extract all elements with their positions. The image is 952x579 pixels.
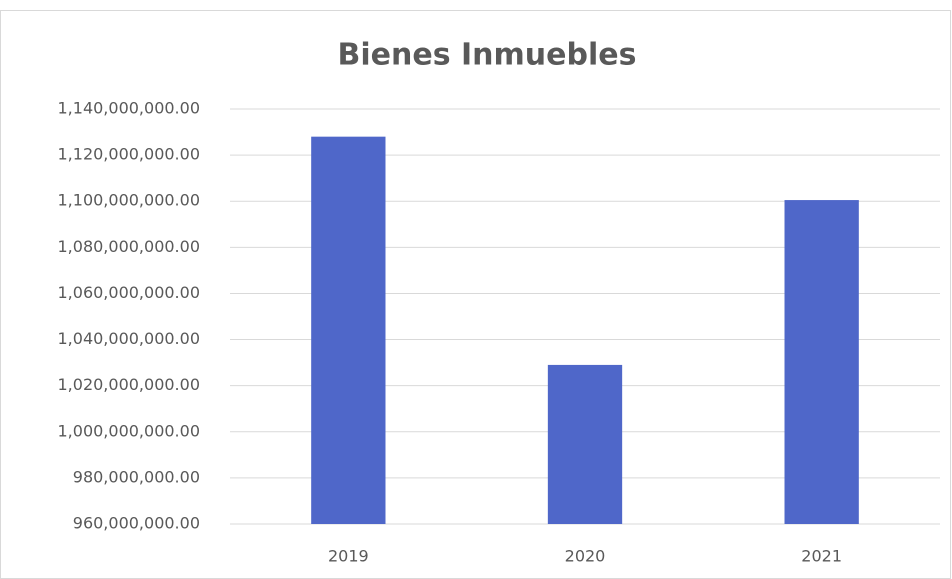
y-tick-label: 1,020,000,000.00 [58,375,201,394]
y-tick-label: 960,000,000.00 [73,514,200,533]
y-tick-label: 1,140,000,000.00 [58,99,201,118]
x-tick-label: 2021 [801,547,842,566]
y-tick-label: 1,100,000,000.00 [58,191,201,210]
bar [547,364,623,524]
y-tick-label: 1,120,000,000.00 [58,145,201,164]
y-tick-label: 1,000,000,000.00 [58,421,201,440]
x-tick-label: 2019 [328,547,369,566]
bar [784,200,859,524]
bar [311,136,386,524]
y-tick-label: 980,000,000.00 [73,467,200,486]
y-tick-label: 1,060,000,000.00 [58,283,201,302]
chart-title: Bienes Inmuebles [338,38,637,73]
y-tick-label: 1,080,000,000.00 [58,237,201,256]
y-tick-label: 1,040,000,000.00 [58,329,201,348]
x-tick-label: 2020 [565,547,606,566]
